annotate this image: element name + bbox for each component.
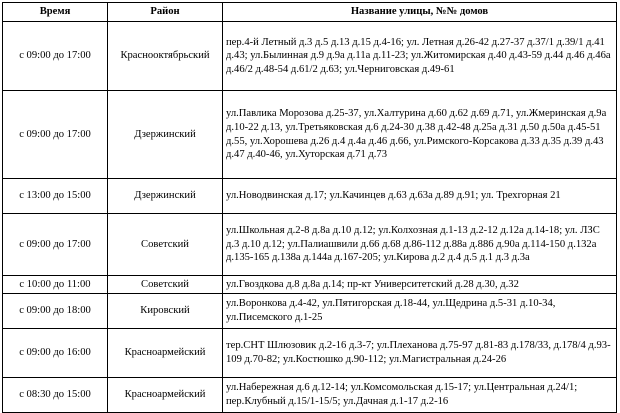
row-streets: ул.Новодвинская д.17; ул.Качинцев д.63 д… bbox=[222, 178, 617, 214]
row-streets: ул.Воронкова д.4-42, ул.Пятигорская д.18… bbox=[222, 293, 617, 329]
table-row: с 10:00 до 11:00 Советский ул.Гвоздкова … bbox=[2, 275, 617, 294]
table-row: с 13:00 до 15:00 Дзержинский ул.Новодвин… bbox=[2, 178, 617, 214]
row-district: Дзержинский bbox=[107, 178, 223, 214]
row-streets: ул.Павлика Морозова д.25-37, ул.Халтурин… bbox=[222, 90, 617, 179]
table-row: с 09:00 до 16:00 Красноармейский тер.СНТ… bbox=[2, 328, 617, 378]
row-district: Краснооктябрьский bbox=[107, 21, 223, 91]
row-time: с 09:00 до 17:00 bbox=[2, 213, 108, 276]
header-district: Район bbox=[107, 2, 223, 22]
row-streets: ул.Набережная д.6 д.12-14; ул.Комсомольс… bbox=[222, 377, 617, 413]
row-district: Красноармейский bbox=[107, 377, 223, 413]
row-time: с 09:00 до 17:00 bbox=[2, 90, 108, 179]
row-time: с 09:00 до 16:00 bbox=[2, 328, 108, 378]
table-row: с 09:00 до 17:00 Дзержинский ул.Павлика … bbox=[2, 90, 617, 179]
header-streets: Название улицы, №№ домов bbox=[222, 2, 617, 22]
row-streets: ул.Гвоздкова д.8 д.8а д.14; пр-кт Универ… bbox=[222, 275, 617, 294]
row-time: с 13:00 до 15:00 bbox=[2, 178, 108, 214]
header-time: Время bbox=[2, 2, 108, 22]
table-row: с 09:00 до 17:00 Краснооктябрьский пер.4… bbox=[2, 21, 617, 91]
row-district: Дзержинский bbox=[107, 90, 223, 179]
row-district: Советский bbox=[107, 213, 223, 276]
table-header-row: Время Район Название улицы, №№ домов bbox=[2, 2, 617, 22]
table-row: с 09:00 до 17:00 Советский ул.Школьная д… bbox=[2, 213, 617, 276]
row-time: с 10:00 до 11:00 bbox=[2, 275, 108, 294]
row-streets: пер.4-й Летный д.3 д.5 д.13 д.15 д.4-16;… bbox=[222, 21, 617, 91]
row-time: с 09:00 до 18:00 bbox=[2, 293, 108, 329]
row-district: Советский bbox=[107, 275, 223, 294]
row-streets: ул.Школьная д.2-8 д.8а д.10 д.12; ул.Кол… bbox=[222, 213, 617, 276]
table-row: с 09:00 до 18:00 Кировский ул.Воронкова … bbox=[2, 293, 617, 329]
row-streets: тер.СНТ Шлюзовик д.2-16 д.3-7; ул.Плехан… bbox=[222, 328, 617, 378]
row-district: Кировский bbox=[107, 293, 223, 329]
row-time: с 08:30 до 15:00 bbox=[2, 377, 108, 413]
row-district: Красноармейский bbox=[107, 328, 223, 378]
row-time: с 09:00 до 17:00 bbox=[2, 21, 108, 91]
table-row: с 08:30 до 15:00 Красноармейский ул.Набе… bbox=[2, 377, 617, 413]
